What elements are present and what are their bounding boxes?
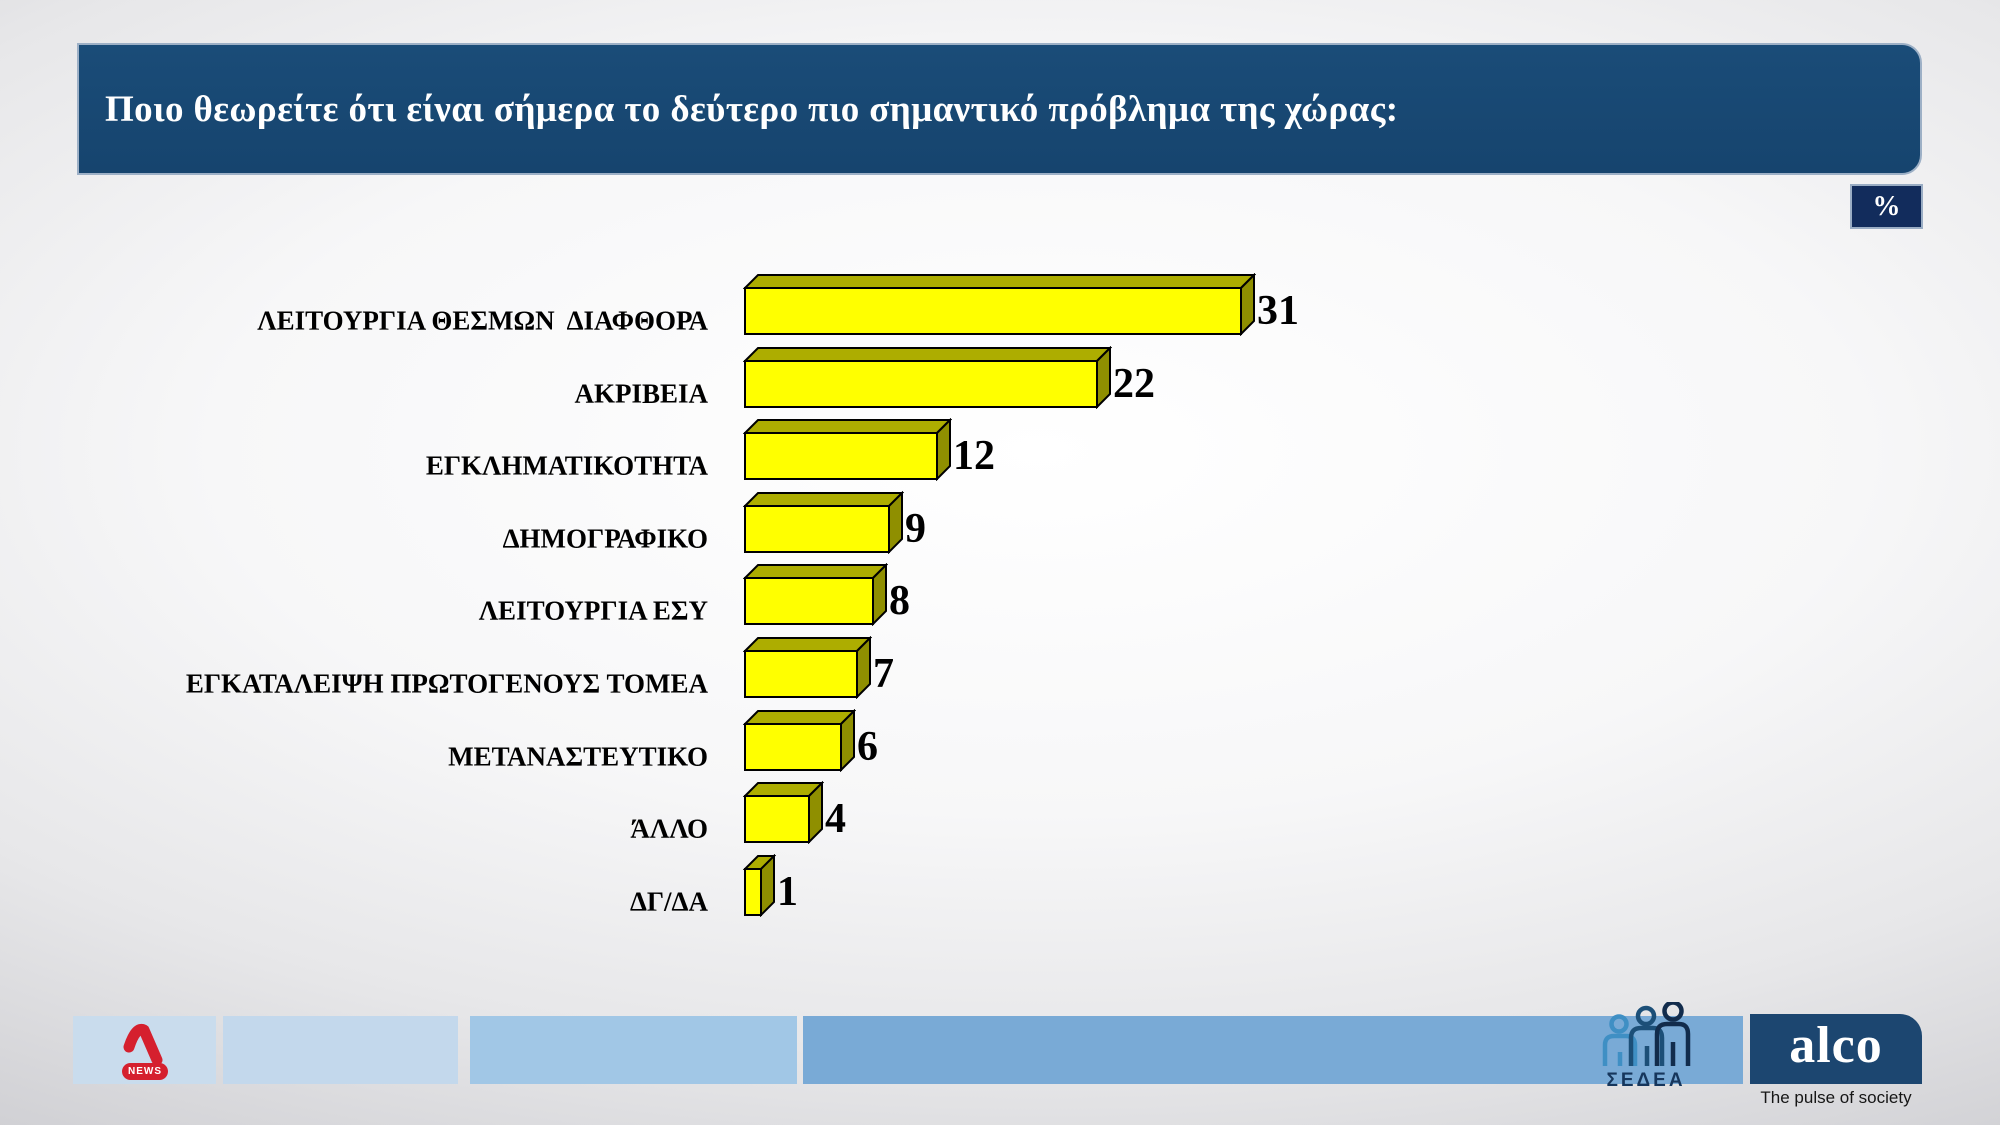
- bar-3d: [743, 708, 856, 772]
- value-label: 22: [1113, 360, 1155, 407]
- value-label: 31: [1257, 288, 1299, 334]
- footer-tile-2: [223, 1016, 458, 1084]
- bar-3d: [743, 853, 776, 917]
- percent-badge: %: [1850, 184, 1923, 229]
- category-label: ΆΛΛΟ: [630, 813, 708, 844]
- value-label: 9: [905, 505, 926, 552]
- footer-tile-3: [470, 1016, 797, 1084]
- category-label: ΕΓΚΛΗΜΑΤΙΚΟΤΗΤΑ: [425, 450, 708, 481]
- bar-3d: [743, 563, 888, 627]
- value-label: 4: [825, 796, 846, 843]
- bar-3d: [743, 273, 1256, 336]
- bar-3d: [743, 418, 952, 482]
- sedea-label: ΣΕΔΕΑ: [1606, 1070, 1686, 1091]
- alco-logo: alco: [1750, 1014, 1922, 1084]
- page-title: Ποιο θεωρείτε ότι είναι σήμερα το δεύτερ…: [105, 88, 1399, 130]
- category-label: ΛΕΙΤΟΥΡΓΙΑ ΕΣΥ: [478, 595, 708, 626]
- alpha-news-label: NEWS: [128, 1066, 162, 1077]
- bar-3d: [743, 345, 1112, 409]
- title-banner: Ποιο θεωρείτε ότι είναι σήμερα το δεύτερ…: [77, 43, 1922, 175]
- category-label: ΜΕΤΑΝΑΣΤΕΥΤΙΚΟ: [448, 741, 708, 772]
- category-label: ΛΕΙΤΟΥΡΓΙΑ ΘΕΣΜΩΝ ΔΙΑΦΘΟΡΑ: [257, 305, 708, 336]
- value-label: 7: [873, 651, 894, 697]
- category-label: ΔΗΜΟΓΡΑΦΙΚΟ: [502, 523, 708, 554]
- value-label: 6: [857, 723, 878, 770]
- value-label: 8: [889, 578, 910, 625]
- alco-wordmark: alco: [1789, 1017, 1883, 1074]
- footer-tile-sedea: [803, 1016, 1743, 1084]
- bar-3d: [743, 490, 904, 554]
- alpha-news-logo: NEWS: [120, 1023, 170, 1083]
- category-label: ΔΓ/ΔΑ: [629, 886, 708, 917]
- bar-3d: [743, 781, 824, 845]
- category-label: ΕΓΚΑΤΑΛΕΙΨΗ ΠΡΩΤΟΓΕΝΟΥΣ ΤΟΜΕΑ: [185, 668, 708, 699]
- alco-tagline: The pulse of society: [1760, 1088, 1912, 1107]
- percent-badge-label: %: [1872, 190, 1901, 222]
- category-label: ΑΚΡΙΒΕΙΑ: [574, 378, 708, 409]
- sedea-people-icon: [1602, 1000, 1691, 1066]
- bar-3d: [743, 636, 872, 699]
- sedea-logo: ΣΕΔΕΑ: [1595, 1000, 1697, 1094]
- value-label: 12: [953, 433, 995, 480]
- value-label: 1: [777, 868, 798, 915]
- alpha-news-pill: NEWS: [122, 1063, 168, 1080]
- alpha-a-icon: [123, 1023, 163, 1065]
